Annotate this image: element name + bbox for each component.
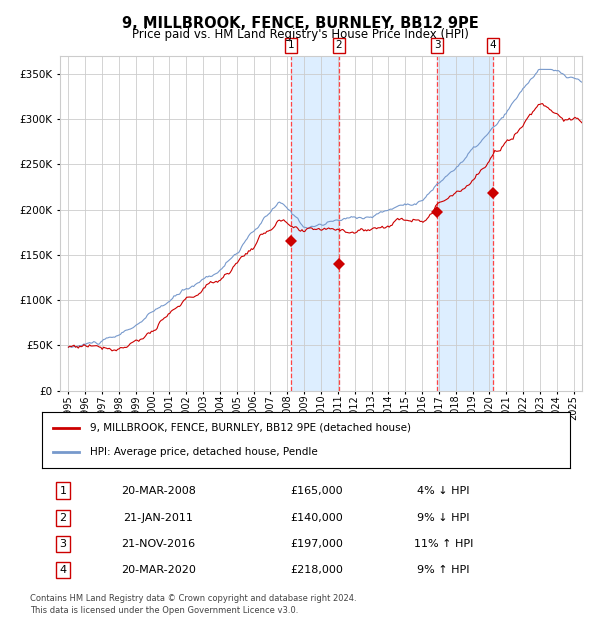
- Text: £165,000: £165,000: [290, 485, 343, 496]
- Text: £218,000: £218,000: [290, 565, 343, 575]
- Text: 3: 3: [59, 539, 67, 549]
- Text: 4: 4: [490, 40, 496, 50]
- Text: £140,000: £140,000: [290, 513, 343, 523]
- Text: 2: 2: [59, 513, 67, 523]
- Text: 1: 1: [59, 485, 67, 496]
- Text: 11% ↑ HPI: 11% ↑ HPI: [413, 539, 473, 549]
- Text: 9, MILLBROOK, FENCE, BURNLEY, BB12 9PE: 9, MILLBROOK, FENCE, BURNLEY, BB12 9PE: [122, 16, 478, 30]
- Text: 2: 2: [335, 40, 342, 50]
- Text: Contains HM Land Registry data © Crown copyright and database right 2024.: Contains HM Land Registry data © Crown c…: [30, 594, 356, 603]
- Text: £197,000: £197,000: [290, 539, 343, 549]
- Text: 20-MAR-2020: 20-MAR-2020: [121, 565, 196, 575]
- Text: 21-JAN-2011: 21-JAN-2011: [123, 513, 193, 523]
- Text: Price paid vs. HM Land Registry's House Price Index (HPI): Price paid vs. HM Land Registry's House …: [131, 28, 469, 41]
- Text: HPI: Average price, detached house, Pendle: HPI: Average price, detached house, Pend…: [89, 448, 317, 458]
- Text: 9, MILLBROOK, FENCE, BURNLEY, BB12 9PE (detached house): 9, MILLBROOK, FENCE, BURNLEY, BB12 9PE (…: [89, 423, 410, 433]
- Text: 4: 4: [59, 565, 67, 575]
- Text: This data is licensed under the Open Government Licence v3.0.: This data is licensed under the Open Gov…: [30, 606, 298, 616]
- Bar: [291, 56, 338, 391]
- Bar: [437, 56, 493, 391]
- Text: 4% ↓ HPI: 4% ↓ HPI: [417, 485, 470, 496]
- Text: 9% ↓ HPI: 9% ↓ HPI: [417, 513, 470, 523]
- Text: 21-NOV-2016: 21-NOV-2016: [121, 539, 195, 549]
- Text: 1: 1: [288, 40, 295, 50]
- Text: 3: 3: [434, 40, 440, 50]
- Text: 20-MAR-2008: 20-MAR-2008: [121, 485, 196, 496]
- Text: 9% ↑ HPI: 9% ↑ HPI: [417, 565, 470, 575]
